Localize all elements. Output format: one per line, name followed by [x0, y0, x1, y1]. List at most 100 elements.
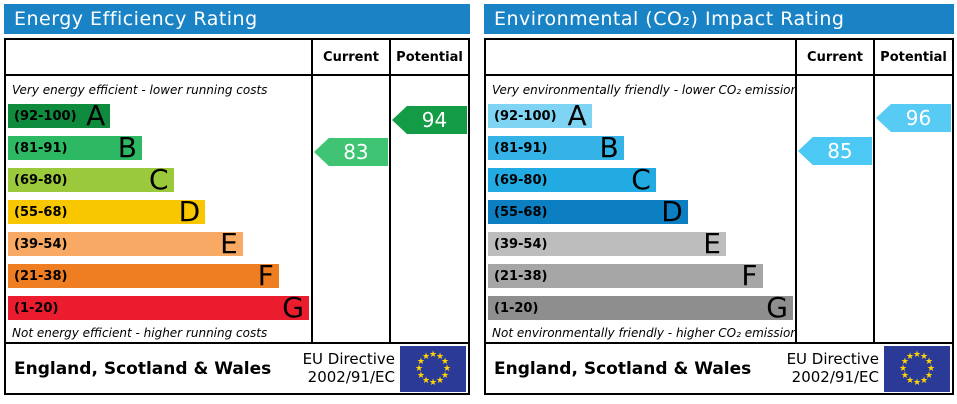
region-label: England, Scotland & Wales	[494, 358, 752, 379]
potential-rating-arrow: 94	[392, 106, 467, 134]
co2-impact-chart: Environmental (CO₂) Impact Rating Curren…	[484, 4, 954, 395]
rating-band-b: (81-91) B	[488, 131, 624, 164]
co2-chart-title: Environmental (CO₂) Impact Rating	[484, 4, 954, 34]
svg-text:★: ★	[925, 357, 933, 367]
svg-text:★: ★	[422, 351, 430, 361]
band-letter: F	[257, 259, 274, 292]
band-range-label: (81-91)	[494, 140, 548, 156]
svg-text:★: ★	[415, 364, 423, 374]
energy-chart-footer: England, Scotland & Wales EU Directive 2…	[4, 342, 470, 395]
svg-text:★: ★	[436, 376, 444, 386]
potential-rating-value: 96	[905, 106, 932, 130]
header-spacer	[486, 40, 795, 76]
band-range-label: (39-54)	[494, 236, 548, 252]
band-range-label: (39-54)	[14, 236, 68, 252]
band-letter: D	[661, 195, 683, 228]
svg-text:★: ★	[901, 371, 909, 381]
caption-bottom: Not environmentally friendly - higher CO…	[492, 325, 795, 340]
potential-column-header: Potential	[873, 40, 952, 76]
band-range-label: (69-80)	[14, 172, 68, 188]
band-letter: G	[766, 291, 788, 324]
rating-band-e: (39-54) E	[8, 227, 243, 260]
band-letter: B	[117, 131, 137, 164]
band-range-label: (21-38)	[14, 268, 68, 284]
current-value-cell: 85	[795, 76, 873, 342]
svg-text:★: ★	[927, 364, 935, 374]
current-rating-arrow: 85	[798, 137, 872, 165]
band-letter: A	[86, 99, 106, 132]
rating-band-d: (55-68) D	[488, 195, 688, 228]
rating-band-f: (21-38) F	[8, 259, 279, 292]
energy-chart-title: Energy Efficiency Rating	[4, 4, 470, 34]
band-letter: F	[741, 259, 758, 292]
band-letter: C	[148, 163, 169, 196]
svg-text:★: ★	[920, 351, 928, 361]
current-rating-arrow: 83	[314, 138, 388, 166]
rating-bands: (92-100) A (81-91) B (69-80) C (55-68) D (39…	[8, 99, 309, 324]
band-range-label: (92-100)	[14, 108, 77, 124]
current-rating-value: 85	[827, 139, 853, 163]
band-letter: E	[703, 227, 721, 260]
band-range-label: (21-38)	[494, 268, 548, 284]
eu-directive-line1: EU Directive	[302, 350, 395, 369]
svg-text:★: ★	[906, 351, 914, 361]
rating-band-c: (69-80) C	[8, 163, 174, 196]
eu-directive-label: EU Directive 2002/91/EC	[302, 350, 395, 386]
caption-top: Very energy efficient - lower running co…	[12, 83, 268, 97]
svg-text:★: ★	[925, 371, 933, 381]
co2-band-scale: Very environmentally friendly - lower CO…	[486, 76, 795, 342]
eu-flag-icon: ★★★★★★★★★★★★	[400, 345, 466, 392]
band-range-label: (1-20)	[494, 300, 539, 316]
caption-bottom: Not energy efficient - higher running co…	[12, 325, 268, 340]
svg-text:★: ★	[899, 364, 907, 374]
band-range-label: (55-68)	[14, 204, 68, 220]
band-range-label: (55-68)	[494, 204, 548, 220]
svg-text:★: ★	[441, 371, 449, 381]
svg-text:★: ★	[906, 376, 914, 386]
co2-chart-footer: England, Scotland & Wales EU Directive 2…	[484, 342, 954, 395]
svg-text:★: ★	[901, 357, 909, 367]
potential-rating-arrow: 96	[876, 104, 951, 132]
potential-value-cell: 96	[873, 76, 952, 342]
svg-text:★: ★	[429, 378, 437, 388]
energy-band-scale: Very energy efficient - lower running co…	[6, 76, 311, 342]
band-range-label: (1-20)	[14, 300, 59, 316]
epc-rating-charts: Energy Efficiency Rating Current Potenti…	[4, 4, 954, 395]
eu-directive-label: EU Directive 2002/91/EC	[786, 350, 879, 386]
svg-text:★: ★	[913, 350, 921, 360]
region-label: England, Scotland & Wales	[14, 358, 272, 379]
rating-band-e: (39-54) E	[488, 227, 726, 260]
caption-top: Very environmentally friendly - lower CO…	[492, 83, 795, 97]
current-value-cell: 83	[311, 76, 389, 342]
header-spacer	[6, 40, 311, 76]
band-letter: C	[631, 163, 651, 196]
band-letter: E	[220, 227, 238, 260]
potential-column-header: Potential	[389, 40, 468, 76]
rating-bands: (92-100) A (81-91) B (69-80) C (55-68) D (39…	[488, 99, 793, 324]
band-letter: G	[282, 291, 304, 324]
svg-text:★: ★	[913, 378, 921, 388]
svg-text:★: ★	[417, 371, 425, 381]
rating-band-g: (1-20) G	[488, 291, 793, 324]
svg-text:★: ★	[443, 364, 451, 374]
potential-value-cell: 94	[389, 76, 468, 342]
band-range-label: (69-80)	[494, 172, 548, 188]
energy-rating-table: Current Potential Very energy efficient …	[4, 38, 470, 344]
rating-band-c: (69-80) C	[488, 163, 656, 196]
rating-band-f: (21-38) F	[488, 259, 763, 292]
eu-directive-line2: 2002/91/EC	[791, 367, 879, 386]
rating-band-a: (92-100) A	[8, 99, 111, 132]
eu-directive-line1: EU Directive	[786, 350, 879, 369]
svg-text:★: ★	[920, 376, 928, 386]
rating-band-d: (55-68) D	[8, 198, 206, 226]
eu-flag-icon: ★★★★★★★★★★★★	[884, 345, 950, 392]
svg-text:★: ★	[422, 376, 430, 386]
energy-efficiency-chart: Energy Efficiency Rating Current Potenti…	[4, 4, 470, 395]
current-column-header: Current	[795, 40, 873, 76]
potential-rating-value: 94	[421, 108, 448, 132]
svg-text:★: ★	[436, 351, 444, 361]
band-letter: A	[567, 99, 587, 132]
band-letter: B	[599, 131, 619, 164]
rating-band-a: (92-100) A	[488, 99, 592, 132]
rating-band-b: (81-91) B	[8, 131, 142, 164]
